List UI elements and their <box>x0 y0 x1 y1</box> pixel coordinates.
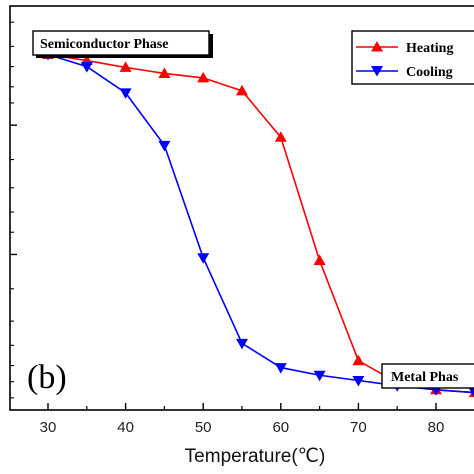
panel-label: (b) <box>27 359 67 396</box>
cooling-data-point <box>80 62 93 73</box>
x-axis-tick-labels: 30 40 50 60 70 80 <box>40 419 445 436</box>
heating-series-line <box>47 53 474 394</box>
heating-data-point <box>313 254 326 266</box>
cooling-data-point <box>313 370 326 382</box>
legend-cooling-marker <box>371 66 383 77</box>
metal-box <box>381 363 474 389</box>
metal-phase-label: Metal Phas <box>391 370 459 385</box>
cooling-data-point <box>197 253 210 264</box>
semiconductor-box-shadow <box>209 34 213 58</box>
legend-heating-label: Heating <box>406 41 453 56</box>
cooling-data-point <box>352 376 365 387</box>
legend-box <box>351 30 474 85</box>
cooling-data-point <box>274 363 287 374</box>
cooling-data-point <box>158 140 171 152</box>
cooling-data-point <box>119 88 132 99</box>
y-axis-ticks <box>10 21 17 399</box>
x-tick-label: 50 <box>195 419 212 436</box>
x-axis-ticks <box>47 403 437 410</box>
metal-phase-annotation: Metal Phas <box>381 363 474 389</box>
legend-cooling-label: Cooling <box>406 65 453 80</box>
x-tick-label: 60 <box>272 419 289 436</box>
cooling-data-point <box>468 388 474 398</box>
x-tick-label: 80 <box>428 419 445 436</box>
semiconductor-phase-label: Semiconductor Phase <box>40 37 168 52</box>
plot-frame <box>9 5 474 411</box>
x-axis-title: Temperature(℃) <box>185 446 326 467</box>
heating-data-point <box>197 71 210 83</box>
x-tick-label: 70 <box>350 419 367 436</box>
legend: Heating Cooling <box>351 30 474 85</box>
heating-data-point <box>119 61 132 72</box>
semiconductor-phase-annotation: Semiconductor Phase <box>32 30 213 58</box>
legend-heating-marker <box>371 41 383 52</box>
cooling-series-line <box>47 53 474 394</box>
heating-data-point <box>158 67 171 78</box>
series-layer <box>42 48 474 398</box>
x-tick-label: 40 <box>117 419 134 436</box>
heating-data-point <box>274 131 287 142</box>
semiconductor-box-shadow-bottom <box>36 55 213 58</box>
cooling-data-point <box>236 338 248 350</box>
heating-data-point <box>352 354 365 366</box>
heating-data-point <box>236 84 248 96</box>
x-tick-label: 30 <box>40 419 57 436</box>
